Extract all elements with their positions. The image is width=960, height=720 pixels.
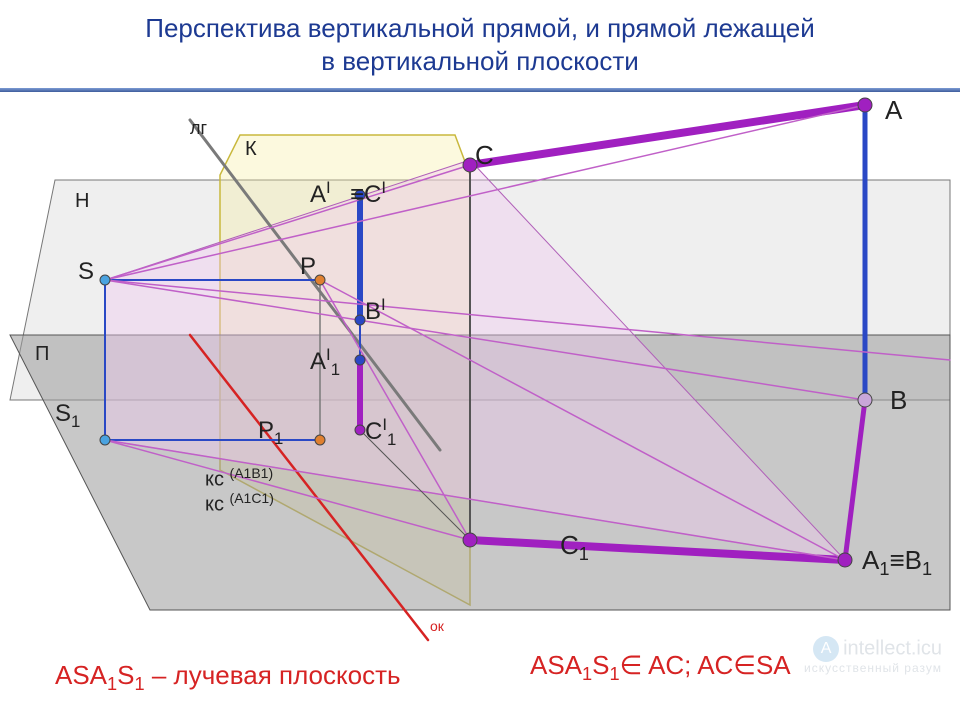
watermark-sub: искусственный разум [804,662,942,674]
label-AI1: AI1 [310,345,340,380]
label-kc2: кс (A1C1) [205,490,274,517]
label-P1: P1 [258,417,283,449]
watermark: Aintellect.icu искусственный разум [804,636,942,674]
point-S1 [100,435,110,445]
perspective-diagram [0,0,960,720]
label-ok: ок [430,618,444,634]
label-H: Н [75,190,89,213]
label-AI: AI [310,178,331,209]
point-B [858,393,872,407]
point-S [100,275,110,285]
point-BI [355,315,365,325]
label-K: К [245,138,257,161]
footer-left: ASA1S1 – лучевая плоскость [55,660,401,695]
label-CI1: CI1 [365,415,396,450]
point-CI1 [355,425,365,435]
point-A [858,98,872,112]
point-A1 [838,553,852,567]
label-lg: лг [190,118,207,139]
point-AI1 [355,355,365,365]
label-Pi: П [35,343,49,366]
point-P1 [315,435,325,445]
footer-right: ASA1S1∈ AC; AC∈SA [530,650,791,685]
label-C: C [475,140,494,171]
label-eqCI: ≡CI [350,178,386,209]
point-C1 [463,533,477,547]
label-kc1: кс (A1B1) [205,465,273,492]
watermark-main: intellect.icu [843,637,942,659]
diagram-stage: Перспектива вертикальной прямой, и прямо… [0,0,960,720]
watermark-icon: A [813,636,839,662]
label-C1: C1 [560,530,589,565]
label-P: P [300,253,316,281]
point-P [315,275,325,285]
label-S: S [78,258,94,286]
label-BI: BI [365,295,386,326]
label-S1: S1 [55,400,80,432]
label-A1: A1≡B1 [862,545,932,580]
label-B: B [890,385,907,416]
line-A_C [470,105,865,165]
label-A: A [885,95,902,126]
